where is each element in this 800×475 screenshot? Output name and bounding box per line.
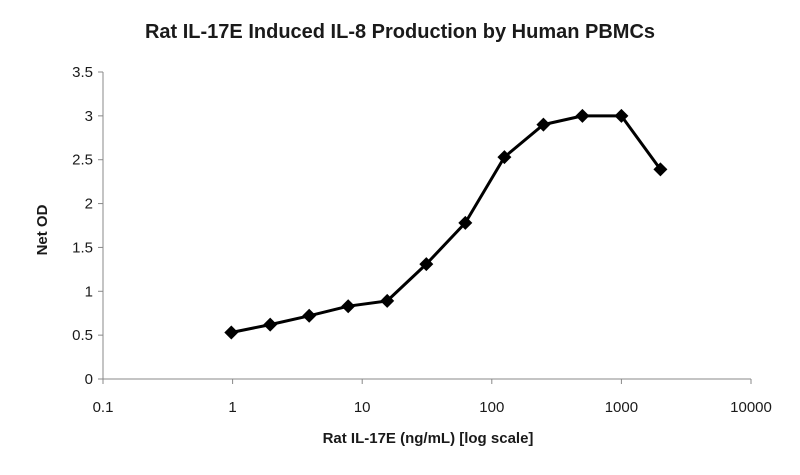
x-tick-label: 10000	[730, 399, 772, 416]
x-tick-label: 1000	[605, 399, 638, 416]
y-tick-label: 1.5	[72, 239, 93, 256]
y-axis-title: Net OD	[34, 204, 51, 255]
x-tick-label: 10	[354, 399, 371, 416]
y-tick-label: 3	[85, 108, 93, 125]
y-tick-label: 0	[85, 371, 93, 388]
data-point-marker	[341, 299, 356, 314]
data-point-marker	[458, 215, 473, 230]
data-point-marker	[419, 257, 434, 272]
data-point-marker	[380, 293, 395, 308]
chart-title: Rat IL-17E Induced IL-8 Production by Hu…	[145, 21, 655, 43]
y-tick-label: 2	[85, 196, 93, 213]
data-point-marker	[224, 325, 239, 340]
y-tick-label: 3.5	[72, 64, 93, 81]
data-point-marker	[575, 108, 590, 123]
x-axis: 0.1 1 10 100 1000 10000	[93, 378, 772, 416]
data-point-marker	[497, 150, 512, 165]
x-tick-label: 0.1	[93, 399, 114, 416]
y-tick-label: 0.5	[72, 327, 93, 344]
data-point-marker	[614, 108, 629, 123]
data-point-marker	[536, 117, 551, 132]
series-line	[231, 114, 662, 334]
data-point-marker	[302, 308, 317, 323]
x-axis-title: Rat IL-17E (ng/mL) [log scale]	[323, 430, 534, 447]
y-tick-label: 1	[85, 283, 93, 300]
y-axis: 0 0.5 1 1.5 2 2.5 3 3.5	[72, 64, 104, 388]
data-point-marker	[263, 317, 278, 332]
x-tick-label: 1	[228, 399, 236, 416]
x-tick-label: 100	[479, 399, 504, 416]
data-point-marker	[653, 162, 668, 177]
y-tick-label: 2.5	[72, 152, 93, 169]
plot-area	[224, 108, 668, 340]
